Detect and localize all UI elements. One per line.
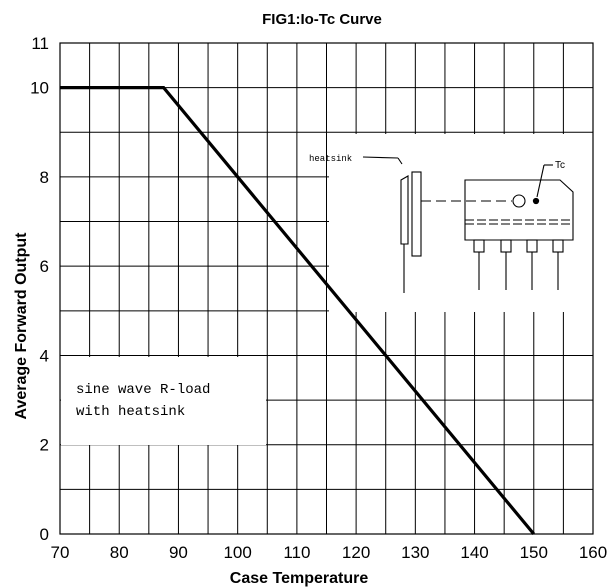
x-axis-label: Case Temperature [230, 570, 369, 587]
condition-box-background [61, 357, 266, 445]
heatsink-leader-arrow [397, 157, 403, 165]
x-tick-label: 110 [283, 543, 310, 562]
condition-text-line2: with heatsink [76, 404, 185, 420]
tc-leader [536, 164, 545, 198]
y-tick-label: 4 [40, 346, 49, 365]
diagram-background [329, 134, 594, 312]
x-tick-labels: 70 80 90 100 110 120 130 140 150 160 [51, 543, 608, 562]
x-tick-label: 160 [579, 543, 607, 562]
bridge-body-front [464, 179, 574, 241]
y-tick-label: 0 [40, 525, 49, 544]
chart-title: FIG1:Io-Tc Curve [262, 11, 382, 28]
x-tick-label: 70 [51, 543, 70, 562]
heatsink-label: heatsink [309, 154, 352, 164]
x-tick-label: 150 [520, 543, 548, 562]
y-tick-labels: 0 2 4 6 8 10 11 [30, 34, 49, 544]
x-tick-label: 140 [460, 543, 488, 562]
y-tick-label: 6 [40, 257, 49, 276]
tc-label: Tc [555, 160, 565, 171]
plot-frame [59, 42, 594, 535]
heatsink-leader [362, 156, 399, 159]
x-tick-label: 80 [110, 543, 129, 562]
y-axis-label: Average Forward Output [13, 232, 30, 420]
x-tick-label: 90 [169, 543, 188, 562]
heatsink-plate-side [411, 171, 422, 257]
y-tick-label: 10 [30, 79, 49, 98]
tc-measurement-point [532, 197, 540, 205]
x-tick-label: 130 [401, 543, 429, 562]
y-tick-label: 8 [40, 168, 49, 187]
io-tc-derating-curve [60, 86, 536, 536]
mounting-hole [512, 194, 526, 208]
bridge-body-side [400, 175, 409, 245]
y-tick-label: 11 [31, 34, 49, 53]
y-tick-label: 2 [40, 436, 49, 455]
x-tick-label: 100 [223, 543, 251, 562]
condition-text-line1: sine wave R-load [76, 382, 210, 398]
x-tick-label: 120 [342, 543, 370, 562]
package-diagram: heatsink Tc [309, 154, 574, 293]
